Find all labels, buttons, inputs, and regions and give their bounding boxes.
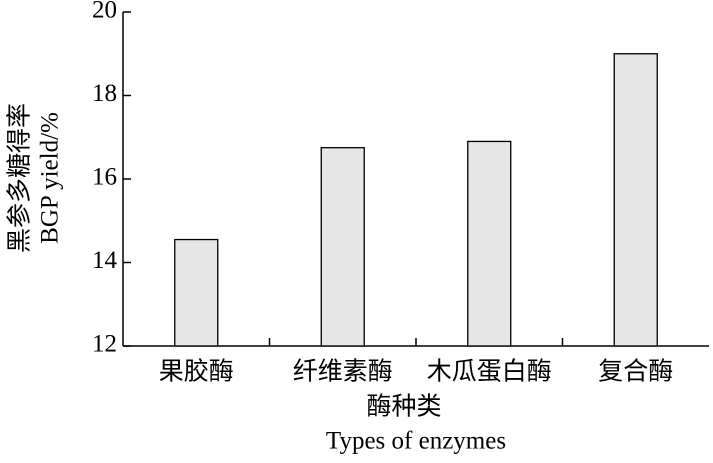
- x-tick-label: 复合酶: [598, 358, 673, 386]
- bar: [613, 53, 658, 347]
- y-tick-label: 12: [92, 331, 117, 358]
- y-axis-label: BGP yield/%: [37, 112, 64, 244]
- x-tick-label: 木瓜蛋白酶: [427, 358, 552, 386]
- bar: [174, 238, 219, 347]
- y-tick-label: 20: [92, 0, 117, 24]
- y-tick-label: 18: [92, 80, 117, 107]
- y-tick-label: 16: [92, 164, 117, 191]
- x-axis-label: Types of enzymes: [326, 428, 506, 455]
- bar: [467, 140, 512, 347]
- x-axis-label: 酶种类: [366, 393, 441, 421]
- x-tick-label: 果胶酶: [159, 358, 234, 386]
- y-axis-label: 黑参多糖得率: [6, 103, 34, 253]
- y-tick-label: 14: [92, 247, 118, 274]
- bar: [320, 147, 365, 347]
- x-tick-label: 纤维素酶: [293, 358, 393, 386]
